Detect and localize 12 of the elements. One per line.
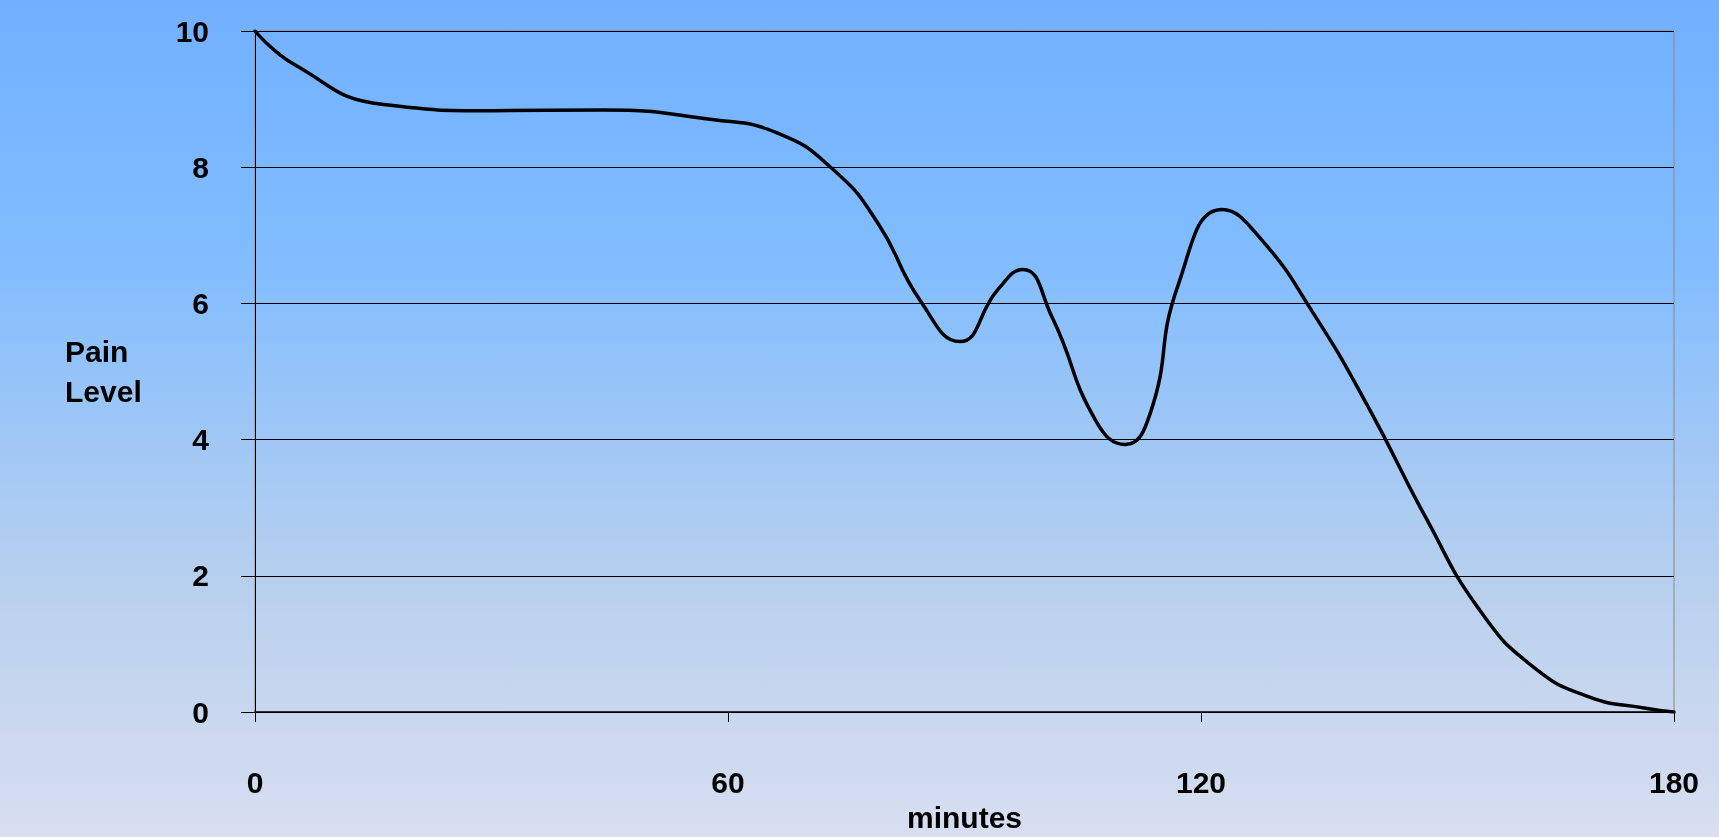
x-axis-title: minutes	[906, 800, 1023, 834]
x-tick-label: 180	[1648, 765, 1700, 799]
y-tick-label: 10	[175, 14, 209, 48]
x-tick-label: 0	[246, 765, 264, 799]
y-tick-label: 4	[192, 423, 210, 457]
y-axis-title: Pain Level	[65, 335, 142, 409]
y-tick-label: 0	[192, 695, 209, 729]
y-tick-label: 2	[192, 559, 209, 593]
x-tick-label: 120	[1175, 765, 1227, 799]
x-tick-label: 60	[711, 765, 745, 799]
y-tick-label: 8	[192, 150, 209, 184]
y-tick-label: 6	[192, 286, 209, 320]
